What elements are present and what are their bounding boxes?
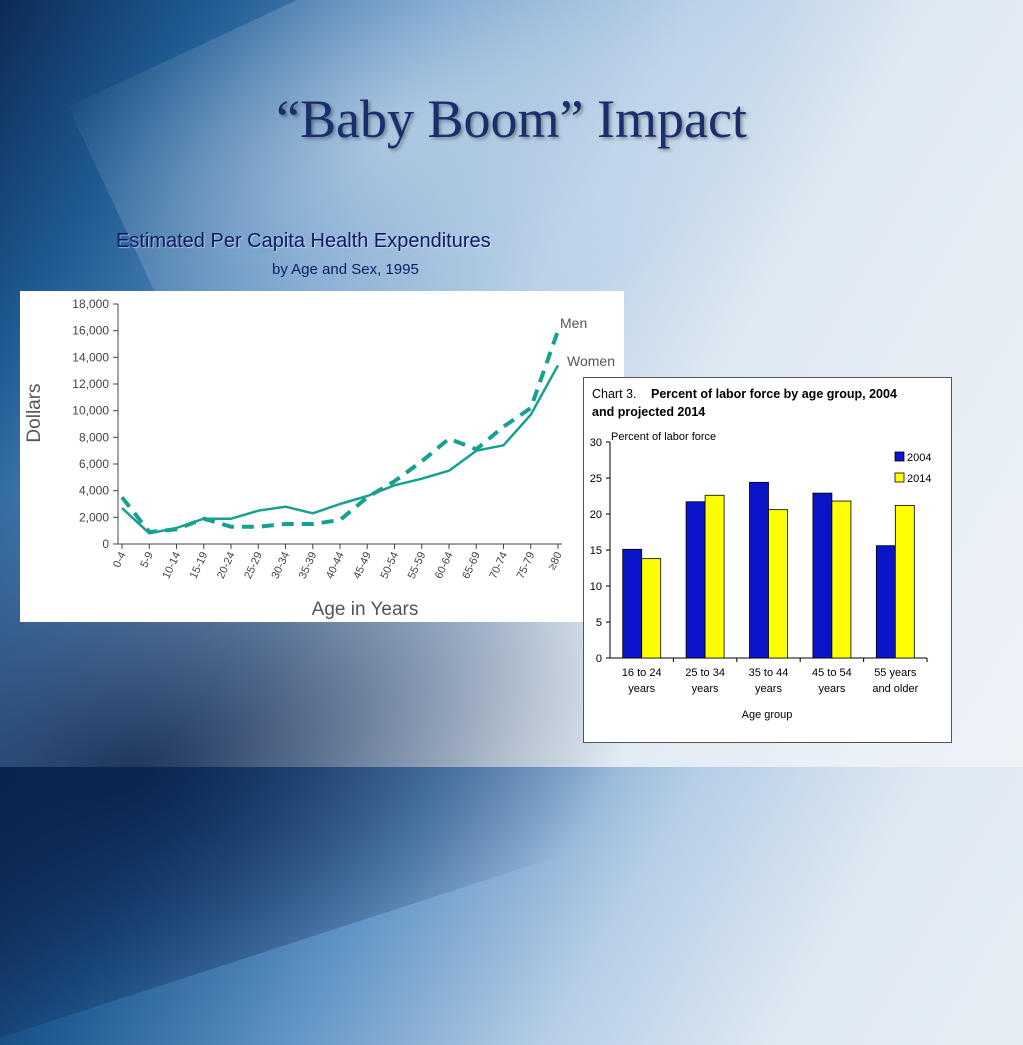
x-tick-label: 50-54	[378, 550, 401, 581]
x-tick-label: 40-44	[324, 550, 347, 581]
x-tick-label: 25-29	[242, 550, 265, 581]
health-chart-subtitle: by Age and Sex, 1995	[272, 261, 419, 278]
y-tick-label: 10,000	[72, 404, 109, 418]
y-tick-label: 16,000	[72, 324, 109, 338]
bar-2014-2	[768, 509, 788, 659]
y-tick-label: 30	[590, 437, 602, 449]
x-axis-title: Age group	[742, 709, 793, 721]
y-tick-label: 12,000	[72, 377, 109, 391]
health-chart-title: Estimated Per Capita Health Expenditures	[116, 230, 491, 252]
x-tick-label: years	[628, 683, 655, 695]
y-tick-label: 8,000	[79, 430, 109, 444]
y-tick-label: 6,000	[79, 457, 109, 471]
series-line-women	[121, 364, 560, 535]
y-tick-label: 25	[590, 473, 602, 485]
x-tick-label: 75-79	[515, 550, 538, 581]
x-tick-label: 0-4	[111, 550, 129, 569]
y-tick-label: 14,000	[72, 350, 109, 364]
chart-number-label: Chart 3.	[592, 387, 636, 401]
bar-2014-4	[894, 504, 915, 659]
x-axis-title: Age in Years	[312, 599, 419, 620]
y-tick-label: 10	[590, 581, 602, 593]
x-tick-label: 30-34	[269, 550, 292, 581]
y-axis-title: Dollars	[24, 383, 45, 442]
x-tick-label: 60-64	[433, 550, 456, 581]
legend-label-2004: 2004	[907, 452, 931, 464]
y-tick-label: 0	[102, 537, 109, 551]
bar-2004-2	[749, 481, 769, 659]
bar-2014-1	[704, 494, 725, 659]
x-tick-label: years	[818, 683, 845, 695]
chart-title-line-1: Percent of labor force by age group, 200…	[651, 387, 897, 401]
series-label-men: Men	[560, 315, 587, 331]
x-tick-label: and older	[872, 683, 918, 695]
labor-force-chart: Chart 3. Percent of labor force by age gr…	[583, 377, 952, 743]
series-line-men	[120, 330, 560, 534]
bar-2004-0	[622, 548, 643, 659]
legend-swatch-2004	[894, 451, 905, 462]
x-tick-label: 5-9	[138, 550, 156, 569]
x-tick-label: 45-49	[351, 550, 374, 581]
legend-swatch-2014	[894, 472, 905, 483]
y-tick-label: 0	[596, 653, 602, 665]
x-tick-label: 65-69	[460, 550, 483, 581]
x-tick-label: 20-24	[215, 550, 238, 581]
labor-force-chart-svg: Chart 3. Percent of labor force by age gr…	[590, 387, 932, 721]
x-tick-label: years	[755, 683, 782, 695]
series-label-women: Women	[567, 353, 615, 369]
y-tick-label: 5	[596, 617, 602, 629]
health-expenditure-chart: 0 2,000 4,000 6,000 8,000 10,000 12,000 14,000 1…	[20, 291, 624, 622]
y-tick-label: 2,000	[79, 510, 109, 524]
slide-title: “Baby Boom” Impact	[276, 89, 747, 149]
bar-2004-3	[812, 492, 833, 659]
y-tick-label: 4,000	[79, 484, 109, 498]
bar-2004-1	[685, 501, 706, 659]
x-tick-label: 15-19	[188, 550, 211, 581]
x-tick-label: ≥80	[546, 550, 565, 572]
y-axis-title: Percent of labor force	[611, 431, 716, 443]
x-tick-label: 16 to 24	[622, 667, 662, 679]
x-tick-label: 10-14	[160, 550, 183, 581]
health-expenditure-chart-svg: 0 2,000 4,000 6,000 8,000 10,000 12,000 14,000 1…	[24, 297, 615, 620]
x-tick-label: 55-59	[406, 550, 429, 581]
x-tick-label: 25 to 34	[685, 667, 725, 679]
bar-2004-4	[875, 545, 896, 659]
x-tick-label: 55 years	[874, 667, 917, 679]
bar-2014-0	[641, 558, 662, 659]
y-tick-label: 18,000	[72, 297, 109, 311]
bar-2014-3	[831, 500, 852, 659]
x-tick-label: 35 to 44	[749, 667, 789, 679]
x-tick-label: years	[692, 683, 719, 695]
y-tick-label: 15	[590, 545, 602, 557]
legend-label-2014: 2014	[907, 473, 931, 485]
x-tick-label: 45 to 54	[812, 667, 852, 679]
y-tick-label: 20	[590, 509, 602, 521]
x-tick-label: 70-74	[487, 550, 510, 581]
chart-title-line-2: and projected 2014	[592, 405, 705, 419]
x-tick-label: 35-39	[297, 550, 320, 581]
